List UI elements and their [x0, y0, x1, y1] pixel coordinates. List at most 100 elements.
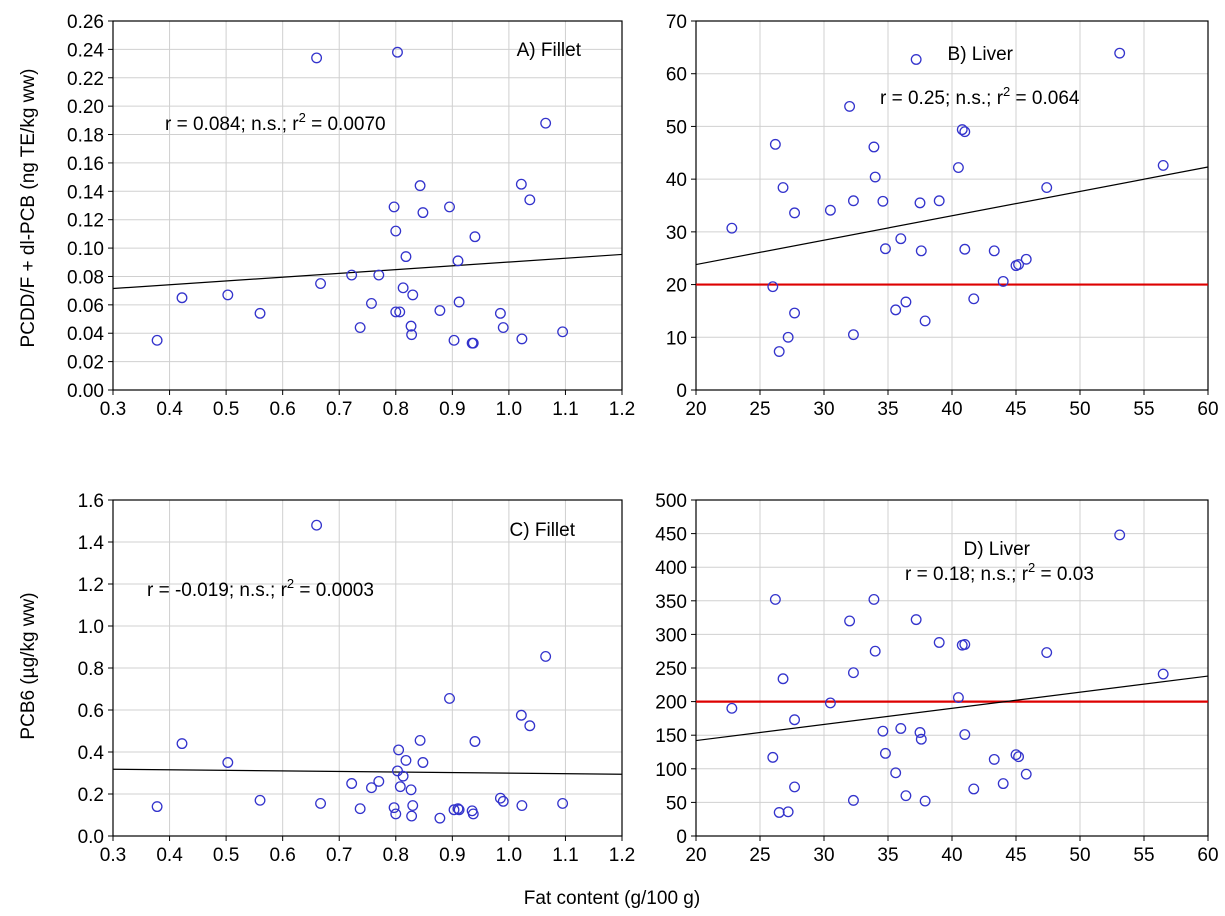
- y-tick-label: 450: [655, 525, 687, 546]
- data-point: [988, 245, 1000, 257]
- data-point: [394, 306, 406, 318]
- data-point: [824, 204, 836, 216]
- data-point: [469, 231, 481, 243]
- data-point: [516, 800, 528, 812]
- y-tick-label: 0.14: [67, 182, 104, 203]
- y-tick-label: 500: [655, 491, 687, 512]
- data-point: [311, 519, 323, 531]
- data-point: [452, 803, 464, 815]
- stats-annotation: r = 0.25; n.s.; r2 = 0.064: [880, 84, 1080, 109]
- x-tick-label: 1.0: [496, 845, 522, 866]
- data-point: [540, 117, 552, 129]
- y-tick-label: 0.8: [78, 659, 104, 680]
- data-point: [726, 702, 738, 714]
- x-tick-label: 1.1: [552, 399, 578, 420]
- regression-line: [695, 166, 1209, 266]
- data-point: [773, 346, 785, 357]
- data-point: [919, 315, 931, 327]
- data-point: [400, 754, 412, 766]
- data-point: [414, 735, 426, 746]
- y-tick-label: 0.18: [67, 126, 104, 147]
- data-point: [254, 794, 266, 806]
- data-point: [469, 736, 481, 747]
- data-point: [782, 806, 794, 818]
- data-point: [847, 794, 859, 806]
- x-tick-label: 25: [749, 399, 770, 420]
- data-point: [895, 233, 907, 245]
- y-tick-label: 250: [655, 659, 687, 680]
- y-tick-label: 0.6: [78, 701, 104, 722]
- data-point: [315, 278, 327, 290]
- x-tick-label: 55: [1133, 399, 1154, 420]
- data-point: [405, 320, 417, 332]
- data-point: [915, 733, 927, 745]
- data-point: [515, 709, 527, 721]
- data-point: [452, 255, 464, 267]
- y-tick-label: 50: [666, 793, 687, 814]
- x-tick-label: 60: [1197, 845, 1218, 866]
- panel-label: A) Fillet: [517, 40, 582, 61]
- data-point: [176, 292, 188, 304]
- data-point: [1157, 159, 1169, 171]
- x-tick-label: 1.1: [552, 845, 578, 866]
- data-point: [789, 714, 801, 726]
- y-tick-label: 0.08: [67, 267, 104, 288]
- x-tick-label: 0.5: [213, 399, 239, 420]
- x-tick-label: 0.9: [439, 399, 465, 420]
- data-point: [392, 765, 403, 777]
- data-point: [151, 334, 163, 346]
- data-point: [789, 307, 801, 319]
- y-tick-label: 300: [655, 625, 687, 646]
- y-tick-label: 0.12: [67, 211, 104, 232]
- data-point: [933, 195, 945, 207]
- data-point: [390, 225, 402, 237]
- data-point: [494, 307, 506, 319]
- data-point: [366, 782, 377, 794]
- data-point: [373, 775, 385, 787]
- stats-annotation: r = 0.084; n.s.; r2 = 0.0070: [165, 110, 386, 135]
- data-point: [444, 201, 455, 213]
- x-tick-label: 0.8: [383, 399, 409, 420]
- x-tick-label: 0.3: [100, 399, 126, 420]
- data-point: [366, 297, 377, 309]
- data-point: [895, 723, 907, 734]
- data-point: [769, 138, 781, 150]
- data-point: [869, 645, 881, 657]
- data-point: [373, 269, 385, 281]
- data-point: [497, 795, 509, 807]
- x-tick-label: 0.6: [269, 845, 295, 866]
- data-point: [988, 753, 1000, 765]
- data-point: [968, 783, 980, 795]
- plot-frame: [112, 20, 623, 391]
- y-tick-label: 10: [666, 328, 687, 349]
- y-tick-label: 0: [676, 827, 687, 848]
- data-point: [453, 804, 465, 816]
- data-point: [407, 800, 419, 812]
- data-point: [773, 807, 785, 818]
- x-tick-label: 20: [685, 399, 706, 420]
- y-tick-label: 0: [676, 381, 687, 402]
- data-point: [952, 162, 964, 173]
- y-tick-label: 0.20: [67, 97, 104, 118]
- x-tick-label: 45: [1005, 845, 1026, 866]
- data-point: [1013, 751, 1025, 763]
- data-point: [767, 751, 779, 763]
- x-tick-label: 60: [1197, 399, 1218, 420]
- data-point: [434, 812, 446, 824]
- data-point: [515, 178, 527, 190]
- x-tick-label: 40: [941, 845, 962, 866]
- y-tick-label: 0.0: [78, 827, 104, 848]
- data-point: [222, 289, 234, 301]
- y-tick-label: 400: [655, 558, 687, 579]
- panel-label: C) Fillet: [510, 520, 576, 541]
- data-point: [726, 222, 738, 234]
- x-tick-label: 1.0: [496, 399, 522, 420]
- data-point: [847, 195, 859, 207]
- data-point: [919, 795, 931, 807]
- panel-a-fillet: 0.3 0.4 0.5 0.6 0.7 0.8 0.9 1.0 1.1 1.2 0.00 0.02 0.…: [67, 12, 635, 420]
- y-tick-label: 350: [655, 592, 687, 613]
- data-point: [890, 767, 902, 779]
- data-point: [952, 692, 964, 704]
- panel-label: D) Liver: [963, 539, 1030, 560]
- data-point: [453, 296, 465, 308]
